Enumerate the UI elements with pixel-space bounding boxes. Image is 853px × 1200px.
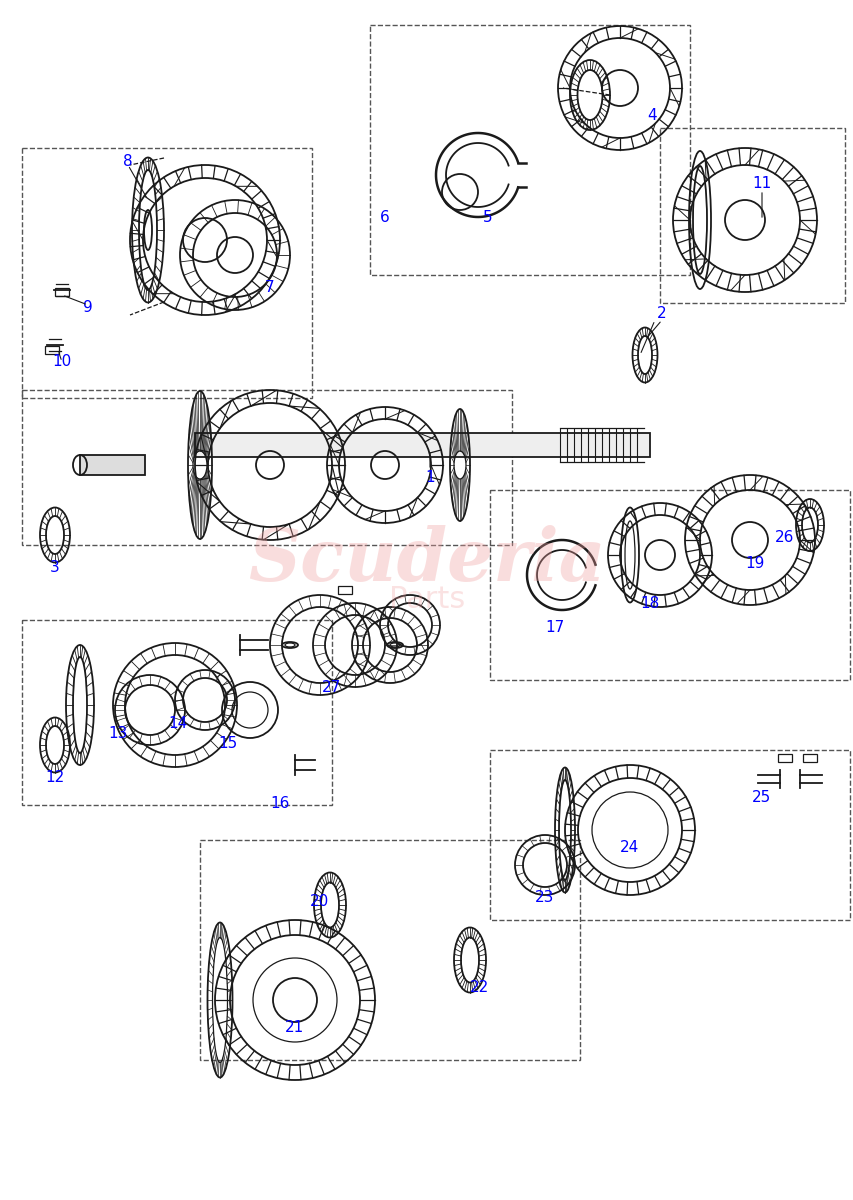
Text: 18: 18 [640, 595, 659, 611]
Bar [338, 586, 351, 594]
Bar [45, 346, 59, 354]
Bar [80, 455, 145, 475]
Text: 19: 19 [745, 556, 763, 570]
Text: 7: 7 [265, 281, 275, 295]
Text: 26: 26 [775, 530, 794, 546]
Bar [55, 288, 69, 296]
Bar [802, 754, 816, 762]
Text: 12: 12 [45, 770, 65, 786]
Text: 14: 14 [168, 715, 188, 731]
Text: 3: 3 [50, 560, 60, 576]
Text: 20: 20 [310, 894, 329, 910]
Text: 10: 10 [52, 354, 72, 370]
Bar [777, 754, 791, 762]
Text: 5: 5 [483, 210, 492, 226]
Text: 16: 16 [270, 796, 289, 810]
Text: 17: 17 [545, 620, 564, 636]
Text: 21: 21 [285, 1020, 305, 1036]
Text: 8: 8 [123, 155, 133, 169]
Text: 6: 6 [380, 210, 390, 226]
Text: 4: 4 [647, 108, 656, 122]
Text: Scuderia: Scuderia [248, 524, 605, 595]
Text: Parts: Parts [388, 586, 465, 614]
Text: 15: 15 [218, 736, 237, 750]
Text: 2: 2 [657, 306, 666, 320]
Text: 9: 9 [83, 300, 93, 316]
Text: 25: 25 [751, 791, 771, 805]
Text: 27: 27 [322, 680, 341, 696]
Text: 23: 23 [535, 890, 554, 906]
Text: 11: 11 [751, 175, 771, 191]
Text: 24: 24 [619, 840, 639, 856]
Text: 22: 22 [470, 980, 489, 996]
Bar [194, 433, 649, 457]
Text: 1: 1 [425, 470, 434, 486]
Text: 13: 13 [108, 726, 128, 740]
